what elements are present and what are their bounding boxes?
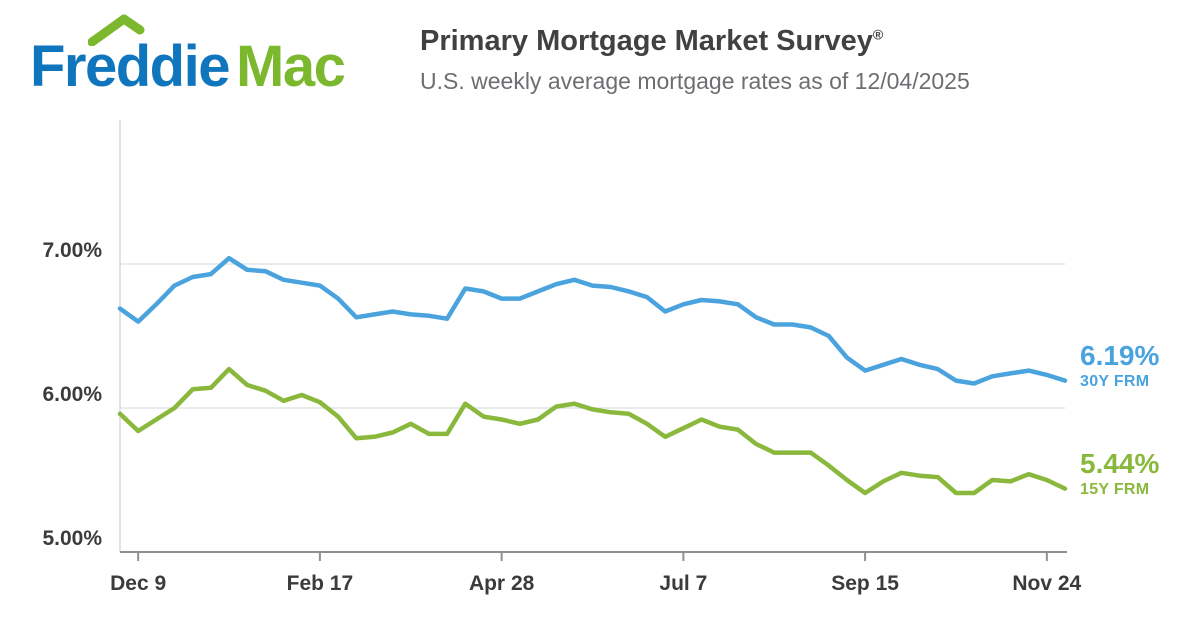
survey-title-text: Primary Mortgage Market Survey <box>420 25 873 57</box>
series-name-label: 15Y FRM <box>1080 481 1150 499</box>
x-axis-label: Sep 15 <box>831 572 899 595</box>
logo-word-mac: Mac <box>236 34 346 99</box>
x-axis-label: Jul 7 <box>659 572 708 595</box>
house-roof-icon <box>88 14 145 46</box>
survey-title: Primary Mortgage Market Survey® <box>420 25 970 58</box>
logo-text: Freddie Mac <box>30 38 346 96</box>
series-line-15y-frm <box>117 366 1068 496</box>
y-axis-label: 7.00% <box>42 239 102 262</box>
x-axis-label: Apr 28 <box>468 572 535 595</box>
registered-trademark-symbol: ® <box>872 26 884 43</box>
series-callout-15y-frm: 5.44% 15Y FRM <box>1080 447 1198 499</box>
series-current-value: 5.44% <box>1080 447 1160 479</box>
x-axis-label: Nov 24 <box>1012 572 1082 595</box>
series-line-30y-frm <box>117 255 1068 386</box>
series-current-value: 6.19% <box>1080 339 1160 371</box>
y-axis-label: 6.00% <box>42 383 102 406</box>
y-axis-label: 5.00% <box>42 527 102 550</box>
title-block: Primary Mortgage Market Survey® U.S. wee… <box>420 25 970 95</box>
series-callout-30y-frm: 6.19% 30Y FRM <box>1080 339 1198 391</box>
survey-subtitle: U.S. weekly average mortgage rates as of… <box>420 67 970 94</box>
x-axis-label: Feb 17 <box>286 572 354 595</box>
freddie-mac-logo: Freddie Mac <box>30 12 420 108</box>
logo-word-freddie: Freddie <box>30 34 231 99</box>
series-name-label: 30Y FRM <box>1080 373 1150 391</box>
x-axis-label: Dec 9 <box>110 572 167 595</box>
